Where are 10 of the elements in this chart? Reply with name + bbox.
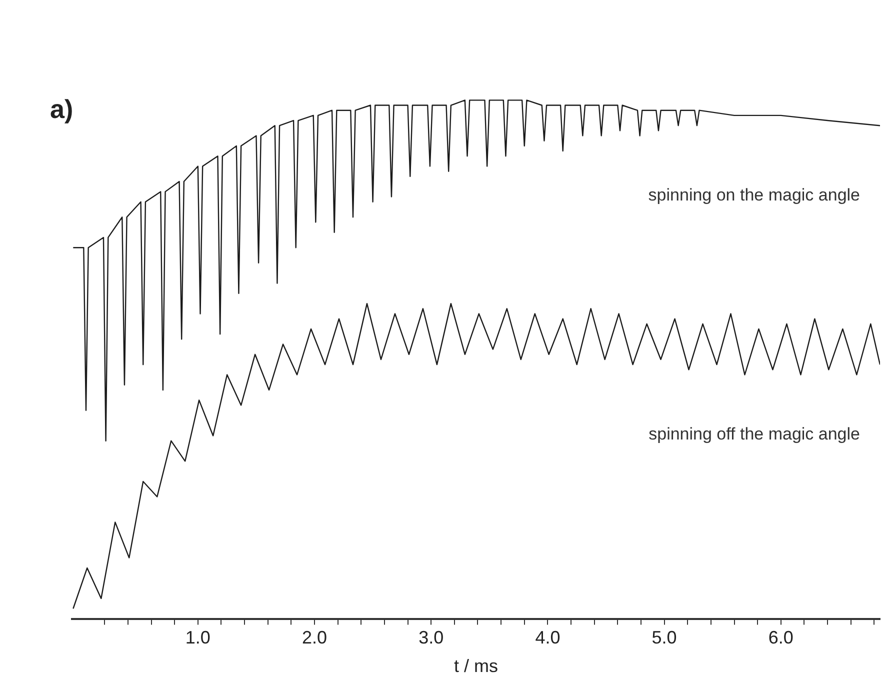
x-tick-label: 3.0 bbox=[418, 628, 444, 648]
x-tick-label: 2.0 bbox=[302, 628, 328, 648]
chart-title: a) bbox=[50, 94, 74, 124]
x-tick-label: 6.0 bbox=[768, 628, 794, 648]
x-tick-label: 4.0 bbox=[535, 628, 560, 648]
x-tick-label: 5.0 bbox=[652, 628, 677, 648]
x-tick-label: 1.0 bbox=[185, 628, 210, 648]
text: spinning off the magic angle bbox=[648, 424, 860, 444]
x-axis-title: t / ms bbox=[454, 656, 498, 676]
text: spinning on the magic angle bbox=[648, 185, 860, 204]
